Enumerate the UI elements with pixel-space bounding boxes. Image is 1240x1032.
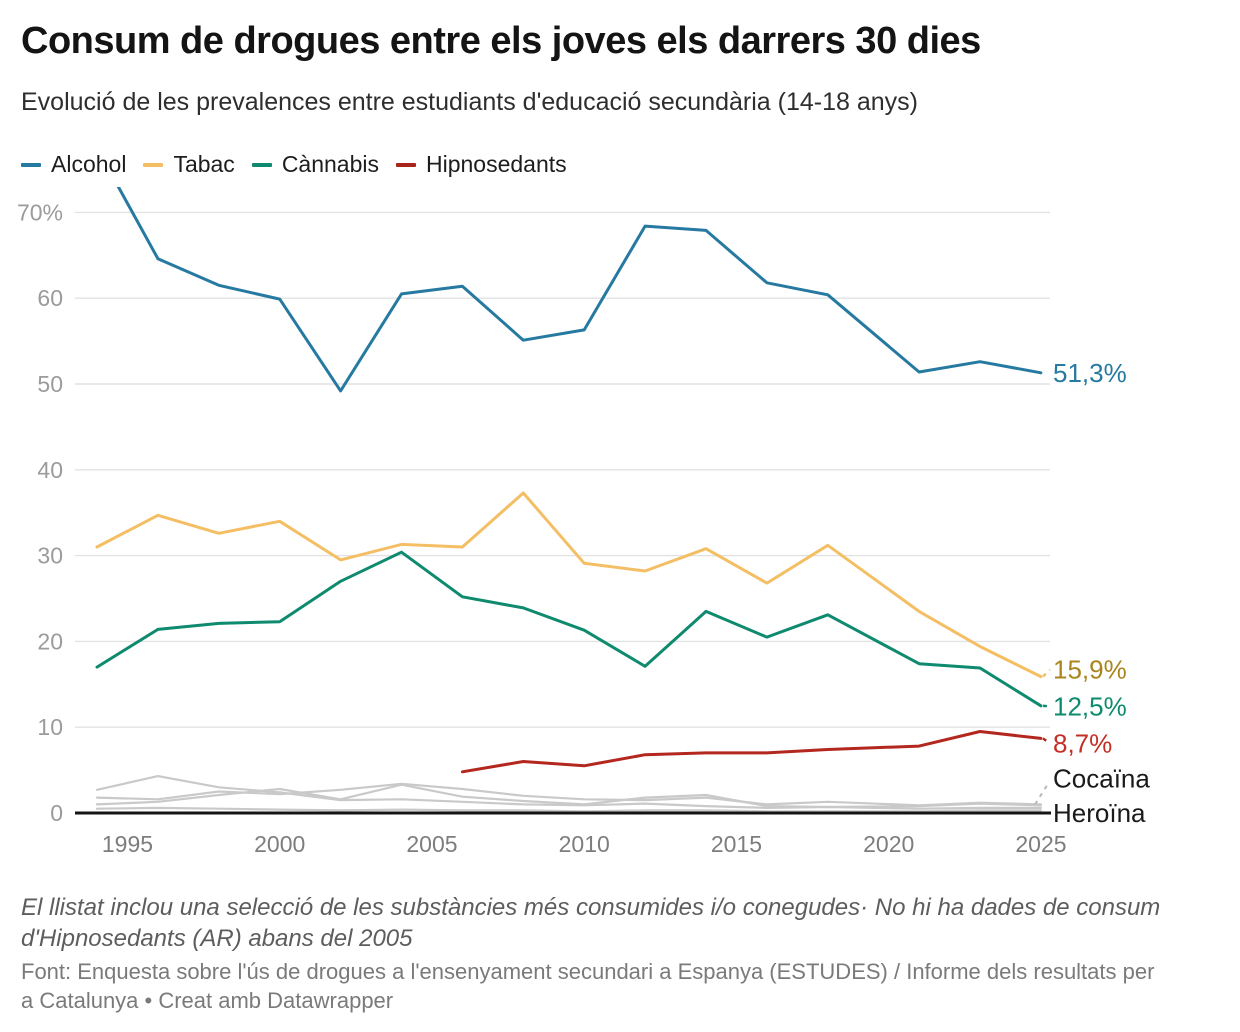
y-axis-tick-label-50: 50: [37, 371, 63, 397]
legend-label-alcohol: Alcohol: [51, 151, 127, 177]
y-axis-tick-label-60: 60: [37, 285, 63, 311]
y-axis-tick-label-10: 10: [37, 714, 63, 740]
label-connector-cocaïna: [1034, 781, 1050, 806]
end-label-alcohol: 51,3%: [1053, 358, 1127, 388]
legend-dash-cannabis-icon: [251, 162, 272, 167]
muted-series-line-1: [95, 782, 1042, 807]
chart-title: Consum de drogues entre els joves els da…: [21, 20, 981, 62]
legend-label-cannabis: Cànnabis: [281, 151, 379, 177]
chart-legend: Alcohol Tabac Cànnabis Hipnosedants: [21, 151, 567, 178]
x-axis-tick-label-1995: 1995: [102, 831, 153, 857]
end-label-cocaïna: Cocaïna: [1053, 763, 1150, 793]
x-axis-tick-label-2010: 2010: [559, 831, 610, 857]
x-axis-tick-label-2015: 2015: [711, 831, 762, 857]
y-axis-tick-label-0: 0: [50, 800, 63, 826]
legend-item-cannabis: Cànnabis: [251, 151, 379, 178]
muted-series-line-2: [95, 806, 1042, 813]
series-line-cànnabis: [95, 550, 1043, 708]
chart-notes: El llistat inclou una selecció de les su…: [21, 894, 1161, 952]
end-label-heroïna: Heroïna: [1053, 798, 1146, 828]
chart-source: Font: Enquesta sobre l'ús de drogues a l…: [21, 959, 1155, 1013]
muted-series-line-3: [95, 775, 1042, 810]
legend-dash-tabac-icon: [143, 162, 164, 167]
chart-subtitle: Evolució de les prevalences entre estudi…: [21, 88, 918, 116]
label-connector-tabac: [1042, 668, 1051, 678]
legend-dash-alcohol-icon: [21, 162, 41, 167]
legend-label-hipnosedants: Hipnosedants: [426, 151, 567, 177]
series-line-alcohol: [116, 187, 1043, 393]
label-connector-cànnabis: [1042, 704, 1051, 708]
x-axis-tick-label-2005: 2005: [406, 831, 457, 857]
y-axis-tick-label-30: 30: [37, 543, 63, 569]
x-axis-tick-label-2000: 2000: [254, 831, 305, 857]
series-line-tabac: [95, 491, 1043, 679]
legend-item-hipnosedants: Hipnosedants: [396, 151, 567, 178]
legend-label-tabac: Tabac: [173, 151, 235, 177]
y-axis-tick-label-20: 20: [37, 628, 63, 654]
end-label-hipnosedants: 8,7%: [1053, 729, 1112, 759]
series-line-hipnosedants: [460, 730, 1043, 774]
y-axis-tick-label-70: 70%: [17, 199, 63, 225]
x-axis-tick-label-2020: 2020: [863, 831, 914, 857]
legend-item-tabac: Tabac: [143, 151, 235, 178]
legend-item-alcohol: Alcohol: [21, 151, 126, 178]
muted-series-line-4: [95, 783, 1042, 809]
legend-dash-hipnosedants-icon: [396, 162, 416, 167]
end-label-cànnabis: 12,5%: [1053, 692, 1127, 722]
end-label-tabac: 15,9%: [1053, 655, 1127, 685]
y-axis-tick-label-40: 40: [37, 457, 63, 483]
label-connector-hipnosedants: [1042, 737, 1051, 745]
x-axis-tick-label-2025: 2025: [1015, 831, 1066, 857]
